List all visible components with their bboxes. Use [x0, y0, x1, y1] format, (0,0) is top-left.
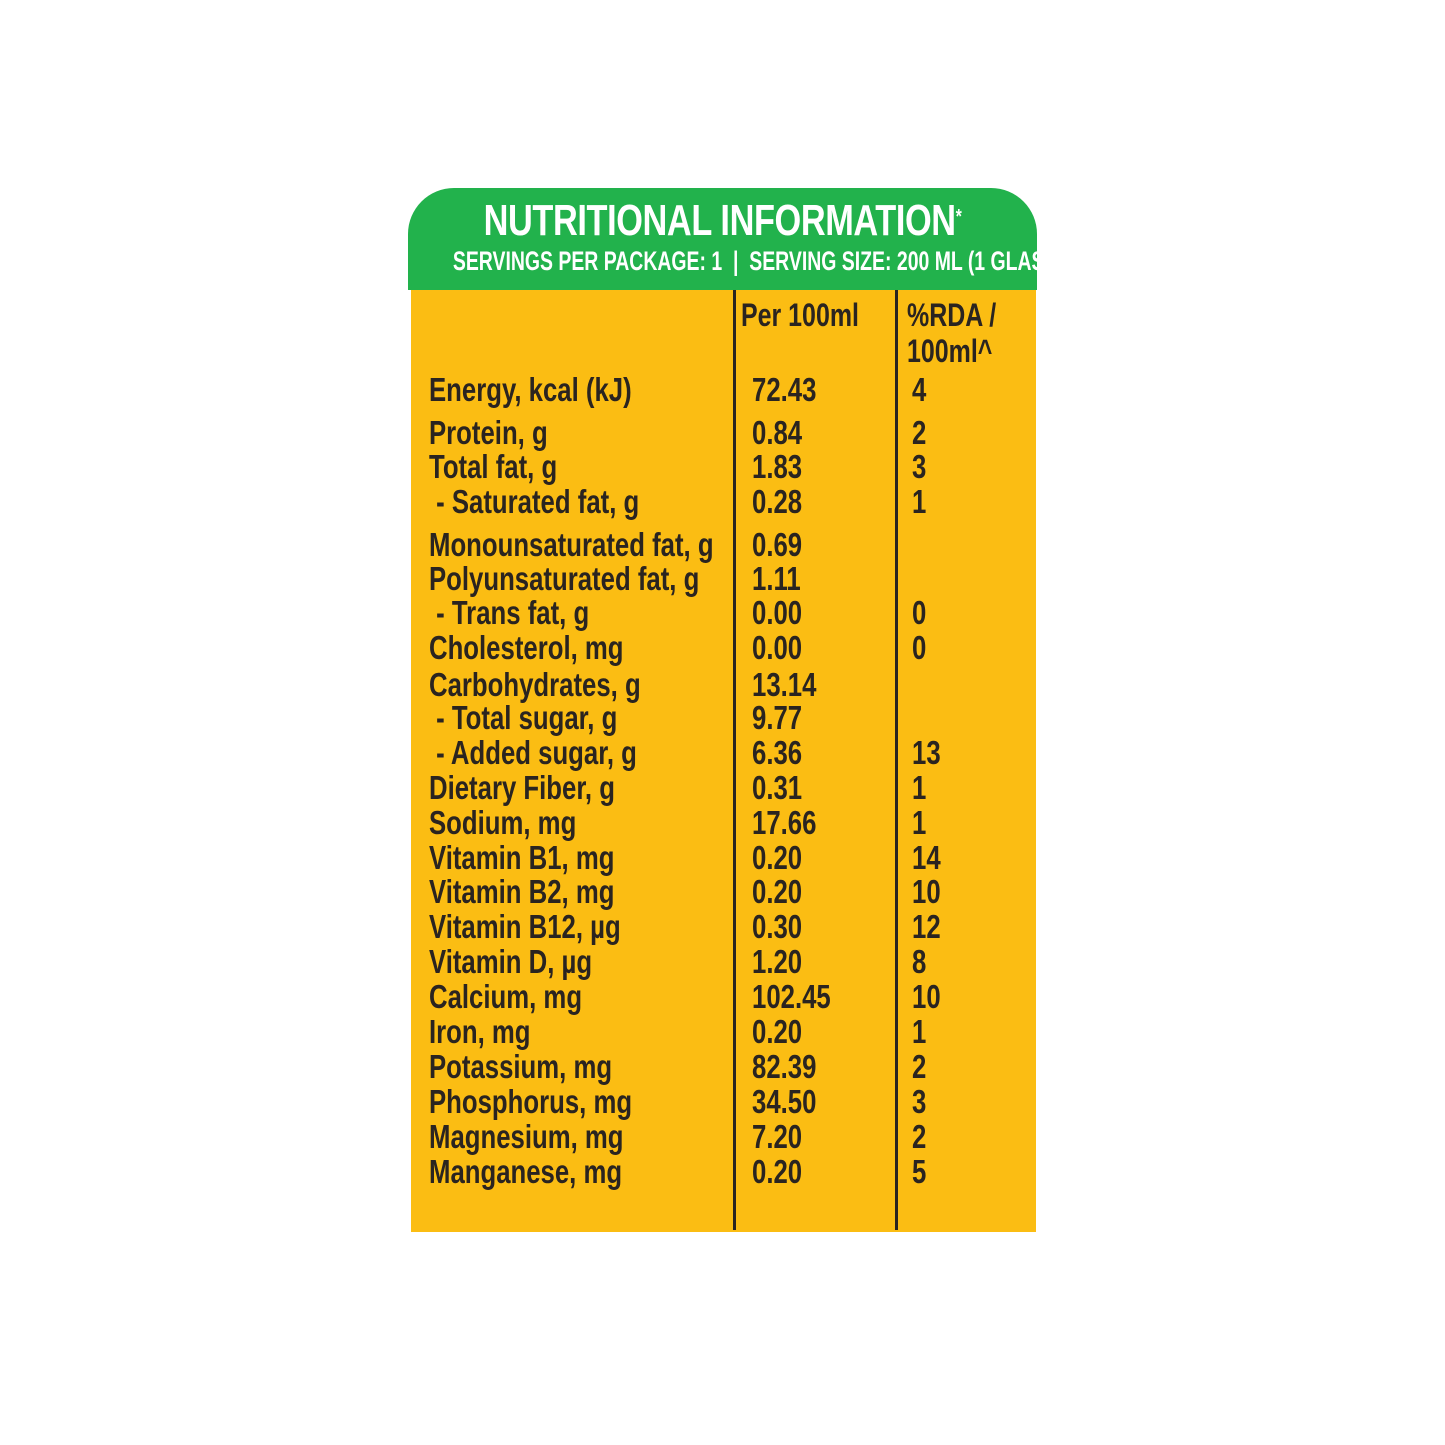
per-100ml-value: 1.20 — [752, 943, 803, 980]
serving-info: SERVINGS PER PACKAGE: 1 | SERVING SIZE: … — [452, 246, 1064, 276]
per-100ml-value: 7.20 — [752, 1118, 803, 1155]
rda-value: 3 — [912, 1083, 927, 1120]
per-100ml-value: 13.14 — [752, 666, 817, 703]
nutrient-label: Vitamin D, µg — [429, 943, 593, 980]
nutrient-label: Monounsaturated fat, g — [429, 526, 714, 563]
nutrient-label: Sodium, mg — [429, 804, 577, 841]
column-header-per-100ml: Per 100ml — [741, 297, 859, 333]
nutrition-table: Per 100ml %RDA / 100ml^ Energy, kcal (kJ… — [411, 290, 1036, 1232]
rda-value: 3 — [912, 448, 927, 485]
nutrient-label: Potassium, mg — [429, 1048, 613, 1085]
nutrient-label: Vitamin B2, mg — [429, 873, 615, 910]
per-100ml-value: 102.45 — [752, 978, 831, 1015]
rda-value: 12 — [912, 908, 941, 945]
per-100ml-value: 1.11 — [752, 560, 801, 597]
per-100ml-value: 0.20 — [752, 873, 803, 910]
per-100ml-value: 0.20 — [752, 839, 803, 876]
per-100ml-value: 0.20 — [752, 1013, 803, 1050]
nutrient-label: Total fat, g — [429, 448, 558, 485]
per-100ml-value: 0.00 — [752, 594, 803, 631]
label-title: NUTRITIONAL INFORMATION* — [477, 198, 968, 244]
nutrient-label: - Total sugar, g — [429, 699, 618, 736]
per-100ml-value: 0.31 — [752, 769, 803, 806]
column-header-rda-line1: %RDA / — [907, 297, 997, 333]
title-asterisk: * — [955, 206, 962, 228]
rda-value: 14 — [912, 839, 941, 876]
column-divider — [733, 290, 736, 1230]
per-100ml-value: 0.28 — [752, 483, 803, 520]
nutrient-label: Phosphorus, mg — [429, 1083, 633, 1120]
per-100ml-value: 1.83 — [752, 448, 803, 485]
per-100ml-value: 34.50 — [752, 1083, 817, 1120]
nutrient-label: Calcium, mg — [429, 978, 583, 1015]
nutrient-label: Energy, kcal (kJ) — [429, 371, 632, 408]
nutrient-label: Vitamin B12, µg — [429, 908, 621, 945]
nutrient-label: Polyunsaturated fat, g — [429, 560, 700, 597]
rda-value: 1 — [912, 1013, 927, 1050]
column-divider — [895, 290, 898, 1230]
rda-value: 5 — [912, 1153, 927, 1190]
rda-value: 1 — [912, 483, 927, 520]
rda-value: 1 — [912, 804, 927, 841]
rda-value: 2 — [912, 1048, 927, 1085]
title-text: NUTRITIONAL INFORMATION — [483, 196, 956, 245]
nutrient-label: Protein, g — [429, 414, 548, 451]
per-100ml-value: 17.66 — [752, 804, 817, 841]
rda-value: 10 — [912, 873, 941, 910]
nutrient-label: - Trans fat, g — [429, 594, 590, 631]
per-100ml-value: 82.39 — [752, 1048, 817, 1085]
rda-value: 13 — [912, 734, 941, 771]
rda-value: 2 — [912, 414, 927, 451]
nutrient-label: - Saturated fat, g — [429, 483, 640, 520]
nutrient-label: Manganese, mg — [429, 1153, 623, 1190]
rda-value: 8 — [912, 943, 927, 980]
nutrient-label: Carbohydrates, g — [429, 666, 641, 703]
per-100ml-value: 0.84 — [752, 414, 803, 451]
per-100ml-value: 0.00 — [752, 629, 803, 666]
nutrient-label: Cholesterol, mg — [429, 629, 624, 666]
rda-value: 4 — [912, 371, 927, 408]
nutrient-label: Dietary Fiber, g — [429, 769, 615, 806]
nutrient-label: Magnesium, mg — [429, 1118, 624, 1155]
per-100ml-value: 6.36 — [752, 734, 803, 771]
nutrient-label: Vitamin B1, mg — [429, 839, 615, 876]
rda-value: 2 — [912, 1118, 927, 1155]
nutrition-header: NUTRITIONAL INFORMATION* SERVINGS PER PA… — [408, 188, 1064, 290]
nutrient-label: - Added sugar, g — [429, 734, 637, 771]
nutrient-label: Iron, mg — [429, 1013, 531, 1050]
per-100ml-value: 0.30 — [752, 908, 803, 945]
per-100ml-value: 0.20 — [752, 1153, 803, 1190]
per-100ml-value: 9.77 — [752, 699, 803, 736]
column-header-rda-line2: 100ml^ — [907, 333, 993, 369]
rda-value: 0 — [912, 594, 927, 631]
rda-value: 0 — [912, 629, 927, 666]
rda-value: 1 — [912, 769, 927, 806]
per-100ml-value: 72.43 — [752, 371, 817, 408]
per-100ml-value: 0.69 — [752, 526, 803, 563]
rda-value: 10 — [912, 978, 941, 1015]
